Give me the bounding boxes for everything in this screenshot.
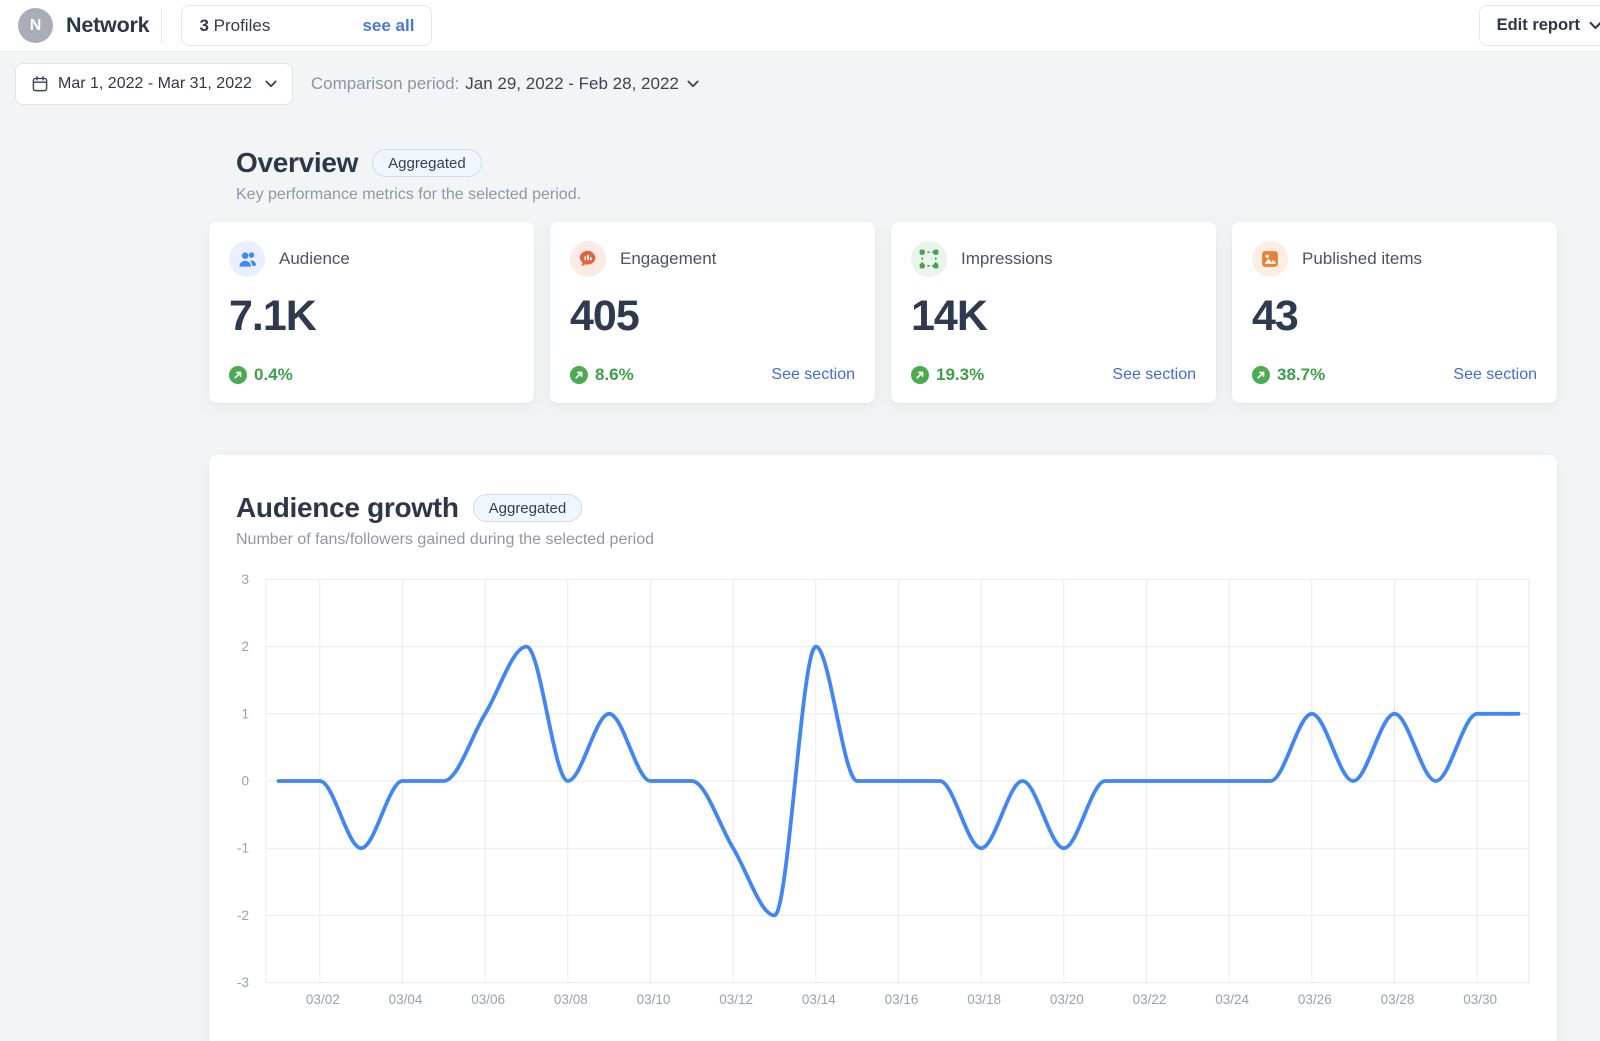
audience-growth-title: Audience growth [236, 492, 459, 523]
svg-text:3: 3 [241, 572, 249, 587]
comparison-value: Jan 29, 2022 - Feb 28, 2022 [465, 74, 679, 93]
svg-text:03/10: 03/10 [637, 992, 671, 1007]
metric-value: 405 [570, 291, 640, 340]
see-section-link[interactable]: See section [1112, 366, 1196, 383]
metric-card-engagement: Engagement 405 8.6% See section [550, 222, 875, 403]
metric-value: 14K [911, 291, 988, 340]
metric-change-value: 0.4% [254, 365, 293, 384]
trend-up-icon [911, 366, 929, 384]
calendar-icon [31, 75, 49, 93]
avatar-letter: N [29, 16, 42, 34]
filters-toolbar: Mar 1, 2022 - Mar 31, 2022 Comparison pe… [0, 52, 1600, 105]
svg-text:-1: -1 [237, 841, 249, 856]
impressions-icon [911, 241, 947, 277]
overview-title: Overview [236, 147, 359, 178]
svg-text:03/28: 03/28 [1381, 992, 1415, 1007]
chevron-down-icon [1589, 21, 1600, 30]
svg-text:03/18: 03/18 [967, 992, 1001, 1007]
svg-text:0: 0 [241, 774, 249, 789]
profiles-box[interactable]: 3 Profiles see all [181, 5, 433, 46]
see-section-link[interactable]: See section [1453, 366, 1537, 383]
svg-text:-3: -3 [237, 975, 249, 990]
trend-up-icon [229, 366, 247, 384]
main-content: Overview Aggregated Key performance metr… [209, 147, 1557, 1041]
edit-report-label: Edit report [1496, 16, 1580, 34]
trend-up-icon [570, 366, 588, 384]
svg-text:03/16: 03/16 [885, 992, 919, 1007]
see-section-link[interactable]: See section [771, 366, 855, 383]
svg-text:03/30: 03/30 [1463, 992, 1497, 1007]
profiles-count: 3 Profiles [199, 16, 270, 36]
svg-text:03/26: 03/26 [1298, 992, 1332, 1007]
chevron-down-icon [687, 80, 699, 88]
svg-text:-2: -2 [237, 908, 249, 923]
metric-value: 7.1K [229, 291, 317, 340]
metric-change-value: 19.3% [936, 365, 985, 384]
metric-cards: Audience 7.1K 0.4% [209, 222, 1557, 403]
chevron-down-icon [265, 80, 277, 88]
published-items-icon [1252, 241, 1288, 277]
metric-value: 43 [1252, 291, 1299, 340]
metric-change-value: 8.6% [595, 365, 634, 384]
svg-text:03/08: 03/08 [554, 992, 588, 1007]
overview-subtitle: Key performance metrics for the selected… [236, 186, 582, 203]
metric-label: Impressions [961, 249, 1053, 268]
audience-growth-subtitle: Number of fans/followers gained during t… [236, 531, 655, 548]
metric-label: Audience [279, 249, 350, 268]
top-bar: N Network 3 Profiles see all Edit report [0, 0, 1600, 52]
overview-section: Overview Aggregated Key performance metr… [209, 147, 1557, 403]
metric-card-audience: Audience 7.1K 0.4% [209, 222, 534, 403]
svg-text:03/02: 03/02 [306, 992, 340, 1007]
svg-text:03/24: 03/24 [1215, 992, 1249, 1007]
comparison-label: Comparison period: [310, 74, 460, 93]
metric-card-published-items: Published items 43 38.7% See section [1232, 222, 1557, 403]
edit-report-button[interactable]: Edit report [1478, 5, 1600, 46]
metric-change: 19.3% [911, 365, 984, 385]
svg-text:1: 1 [241, 706, 249, 721]
svg-text:03/12: 03/12 [719, 992, 753, 1007]
date-range-picker[interactable]: Mar 1, 2022 - Mar 31, 2022 [15, 63, 293, 105]
audience-growth-card: Audience growth Aggregated Number of fan… [209, 455, 1557, 1041]
profiles-count-number: 3 [199, 15, 209, 35]
metric-change: 8.6% [570, 365, 634, 385]
audience-icon [229, 241, 265, 277]
see-all-link[interactable]: see all [362, 15, 415, 35]
comparison-period-selector[interactable]: Comparison period: Jan 29, 2022 - Feb 28… [311, 74, 699, 94]
svg-text:03/14: 03/14 [802, 992, 836, 1007]
metric-card-impressions: Impressions 14K 19.3% See section [891, 222, 1216, 403]
metric-change-value: 38.7% [1277, 365, 1326, 384]
metric-label: Published items [1302, 249, 1423, 268]
svg-text:03/04: 03/04 [389, 992, 423, 1007]
page-title: Network [66, 13, 150, 37]
aggregated-badge: Aggregated [372, 149, 482, 177]
svg-text:03/22: 03/22 [1133, 992, 1167, 1007]
aggregated-badge: Aggregated [472, 494, 583, 522]
date-range-value: Mar 1, 2022 - Mar 31, 2022 [58, 75, 252, 92]
divider [161, 7, 163, 44]
svg-text:2: 2 [241, 639, 249, 654]
engagement-icon [570, 241, 606, 277]
metric-label: Engagement [620, 249, 717, 268]
profiles-count-label: Profiles [208, 15, 271, 35]
metric-change: 0.4% [229, 365, 293, 385]
svg-text:03/20: 03/20 [1050, 992, 1084, 1007]
trend-up-icon [1252, 366, 1270, 384]
avatar: N [18, 8, 53, 43]
metric-change: 38.7% [1252, 365, 1325, 385]
svg-text:03/06: 03/06 [471, 992, 505, 1007]
audience-growth-chart: 3 2 1 0 -1 -2 -3 03/02 03/04 03/06 03/08 03/10 03/12… [237, 572, 1530, 1007]
